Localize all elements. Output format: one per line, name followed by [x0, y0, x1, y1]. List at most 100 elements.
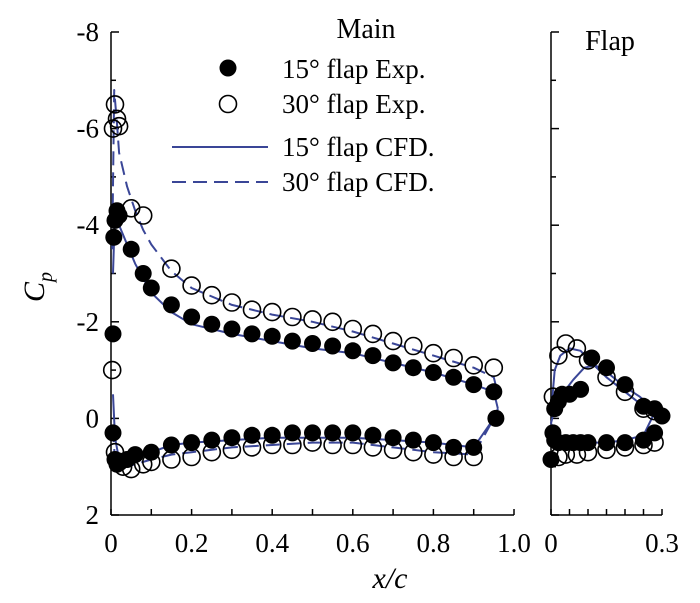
exp-point-open	[242, 438, 262, 457]
exp-point-open	[142, 452, 161, 472]
exp-point-open	[464, 447, 484, 467]
exp-point-filled	[183, 308, 201, 326]
exp-point-open	[444, 348, 463, 368]
exp-point-open	[109, 116, 129, 136]
exp-point-open	[634, 435, 653, 455]
exp-point-filled	[223, 320, 241, 338]
exp-point-open	[578, 351, 598, 370]
exp-point-filled	[134, 265, 152, 282]
exp-point-open	[543, 387, 563, 407]
exp-point-open	[323, 435, 342, 455]
exp-point-filled	[324, 337, 342, 355]
exp-point-open	[556, 334, 576, 353]
x-tick-label: 0.4	[255, 528, 289, 558]
exp-point-open	[645, 401, 664, 421]
legend-marker-30-exp	[218, 94, 238, 114]
flap-panel: 0 0.3	[542, 31, 679, 558]
exp-point-open	[556, 445, 576, 464]
exp-point-filled	[364, 347, 382, 365]
legend-label-30-cfd: 30° flap CFD.	[282, 167, 435, 197]
exp-point-open	[105, 442, 125, 462]
exp-point-open	[303, 433, 322, 452]
y-tick-label: -6	[77, 114, 100, 144]
exp-point-open	[133, 454, 153, 474]
y-tick-label: 2	[86, 500, 100, 530]
exp-point-open	[107, 109, 127, 129]
legend: 15° flap Exp. 30° flap Exp. 15° flap CFD…	[172, 54, 435, 197]
exp-point-filled	[598, 434, 615, 452]
y-tick-label: -4	[77, 210, 100, 240]
exp-point-open	[202, 285, 222, 305]
flap-panel-title: Flap	[585, 26, 635, 57]
exp-point-filled	[572, 380, 590, 398]
exp-point-filled	[283, 332, 301, 350]
main-panel: 20-2-4-6-80 0.2 0.4 0.6 0.8 1.0	[77, 17, 531, 558]
exp-point-filled	[183, 434, 201, 452]
exp-point-filled	[465, 438, 483, 456]
exp-point-open	[242, 300, 262, 320]
y-tick-label: 0	[86, 403, 100, 433]
exp-point-open	[182, 447, 201, 467]
exp-point-filled	[162, 296, 180, 314]
exp-point-filled	[243, 325, 261, 343]
legend-label-30-exp: 30° flap Exp.	[282, 89, 426, 119]
exp-point-filled	[104, 424, 122, 442]
exp-point-filled	[487, 409, 505, 427]
exp-point-filled	[105, 228, 123, 246]
exp-point-open	[567, 339, 587, 358]
exp-point-open	[383, 331, 403, 351]
exp-point-filled	[122, 240, 140, 258]
exp-point-open	[102, 360, 122, 380]
exp-point-open	[323, 312, 342, 332]
exp-point-filled	[646, 424, 664, 442]
exp-point-open	[464, 355, 484, 375]
exp-point-filled	[344, 342, 362, 360]
cfd-series-line	[111, 89, 499, 395]
x-tick-label: 1.0	[497, 528, 531, 558]
exp-point-filled	[304, 424, 321, 442]
exp-point-filled	[579, 434, 597, 452]
exp-point-open	[133, 206, 153, 225]
y-tick-label: -8	[77, 17, 100, 47]
exp-point-filled	[424, 364, 442, 381]
exp-point-open	[121, 459, 141, 479]
exp-point-open	[597, 440, 616, 460]
exp-point-filled	[616, 434, 634, 452]
exp-point-filled	[162, 436, 180, 454]
x-tick-label: 0.6	[336, 528, 370, 558]
exp-point-open	[403, 442, 423, 462]
exp-point-filled	[263, 327, 281, 345]
exp-point-open	[578, 442, 598, 462]
exp-point-filled	[404, 359, 422, 377]
exp-point-open	[615, 382, 635, 402]
exp-point-open	[105, 95, 125, 114]
y-axis-label: Cp	[18, 272, 57, 302]
exp-point-filled	[304, 335, 321, 352]
exp-point-filled	[126, 446, 144, 464]
x-tick-label: 0	[544, 528, 558, 558]
exp-point-open	[383, 440, 403, 460]
exp-point-open	[262, 302, 282, 322]
exp-point-open	[283, 435, 302, 455]
exp-point-filled	[485, 383, 503, 401]
x-tick-label: 0.8	[417, 528, 451, 558]
legend-marker-15-exp	[219, 59, 237, 77]
exp-point-filled	[110, 207, 128, 224]
exp-point-open	[162, 450, 181, 469]
exp-point-filled	[445, 438, 463, 456]
x-axis-label: x/c	[372, 562, 408, 595]
exp-point-open	[343, 435, 363, 455]
exp-point-open	[424, 343, 443, 363]
exp-point-filled	[598, 359, 615, 377]
exp-point-open	[444, 447, 463, 467]
x-tick-label: 0.2	[175, 528, 209, 558]
exp-point-open	[222, 440, 242, 460]
x-tick-label: 0.3	[645, 528, 679, 558]
main-panel-title: Main	[336, 14, 395, 45]
exp-point-open	[283, 307, 302, 327]
exp-point-filled	[104, 325, 122, 343]
exp-point-filled	[142, 279, 160, 297]
exp-point-filled	[142, 443, 160, 461]
exp-point-open	[303, 310, 322, 329]
exp-point-open	[202, 442, 222, 462]
